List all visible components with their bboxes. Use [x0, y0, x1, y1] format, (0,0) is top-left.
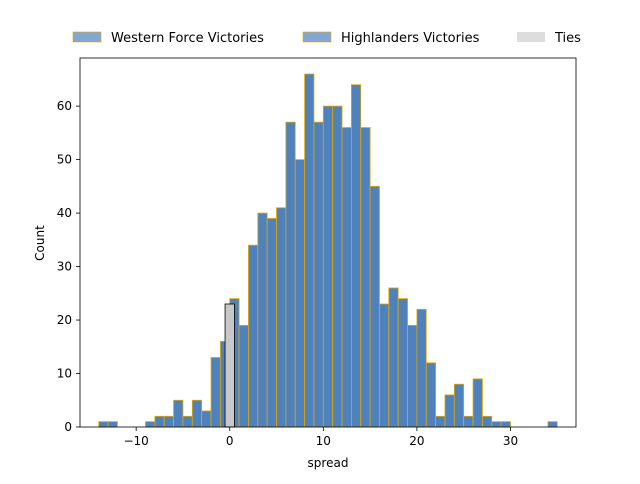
histogram-bar — [482, 415, 493, 428]
y-tick-label: 20 — [57, 313, 72, 327]
legend: Western Force Victories Highlanders Victo… — [72, 31, 581, 46]
legend-item: Highlanders Victories — [302, 31, 480, 46]
histogram-bar — [285, 121, 296, 428]
y-tick-label: 30 — [57, 260, 72, 274]
histogram-bar — [304, 73, 315, 428]
histogram-bar — [463, 415, 474, 428]
histogram-bar — [491, 421, 502, 428]
y-tick-label: 0 — [64, 420, 72, 434]
histogram-bar — [238, 324, 249, 428]
histogram-bar — [294, 159, 306, 428]
histogram-bar — [397, 298, 408, 428]
histogram-bar — [107, 421, 118, 428]
legend-item: Ties — [517, 31, 581, 46]
histogram-bar — [332, 105, 343, 428]
histogram-bar — [191, 399, 203, 428]
histogram-bar — [379, 303, 390, 428]
y-tick-label: 60 — [57, 99, 72, 113]
legend-item: Western Force Victories — [72, 31, 264, 46]
series-2 — [224, 303, 235, 428]
histogram-bar — [248, 244, 259, 428]
y-tick-label: 10 — [57, 367, 72, 381]
axes-layer: −10 0 10 20 30 0 10 20 30 40 50 60 — [57, 57, 577, 448]
histogram-bar — [350, 84, 362, 428]
legend-label: Highlanders Victories — [341, 31, 480, 46]
y-axis-label: Count — [33, 225, 47, 261]
histogram-bar — [313, 121, 324, 428]
histogram-bar — [266, 218, 277, 428]
histogram-bar — [472, 378, 483, 428]
histogram-bar — [369, 185, 380, 428]
histogram-bar — [547, 421, 558, 428]
histogram-bar — [341, 127, 352, 428]
plot-frame — [79, 57, 577, 428]
x-tick-label: −10 — [123, 434, 148, 448]
x-tick-label: 10 — [316, 434, 331, 448]
histogram-bar — [388, 287, 399, 428]
histogram-bar — [425, 362, 437, 428]
histogram-bar — [360, 127, 371, 428]
histogram-bar — [453, 383, 465, 428]
histogram-bar — [210, 357, 221, 428]
histogram-bar — [224, 303, 235, 428]
legend-label: Ties — [554, 31, 581, 46]
histogram-bar — [98, 421, 109, 428]
histogram-bar — [435, 415, 446, 428]
histogram-bar — [182, 415, 193, 428]
histogram-bar — [201, 410, 212, 428]
x-axis-label: spread — [308, 456, 349, 470]
legend-swatch — [302, 31, 332, 43]
legend-swatch — [72, 31, 102, 43]
x-tick-label: 30 — [503, 434, 518, 448]
histogram-bar — [163, 415, 174, 428]
histogram-bar — [173, 399, 184, 428]
histogram-bar — [416, 308, 427, 428]
histogram-bar — [154, 415, 165, 428]
histogram-bar — [407, 324, 418, 428]
x-tick-label: 20 — [409, 434, 424, 448]
y-tick-label: 40 — [57, 206, 72, 220]
histogram-bar — [444, 394, 455, 428]
histogram-bar — [322, 105, 334, 428]
histogram-bar — [500, 421, 511, 428]
legend-label: Western Force Victories — [111, 31, 264, 46]
y-tick-label: 50 — [57, 153, 72, 167]
histogram-bar — [257, 212, 268, 428]
histogram-bar — [276, 207, 287, 428]
histogram-bar — [145, 421, 156, 428]
legend-swatch — [517, 32, 545, 42]
x-tick-label: 0 — [226, 434, 234, 448]
